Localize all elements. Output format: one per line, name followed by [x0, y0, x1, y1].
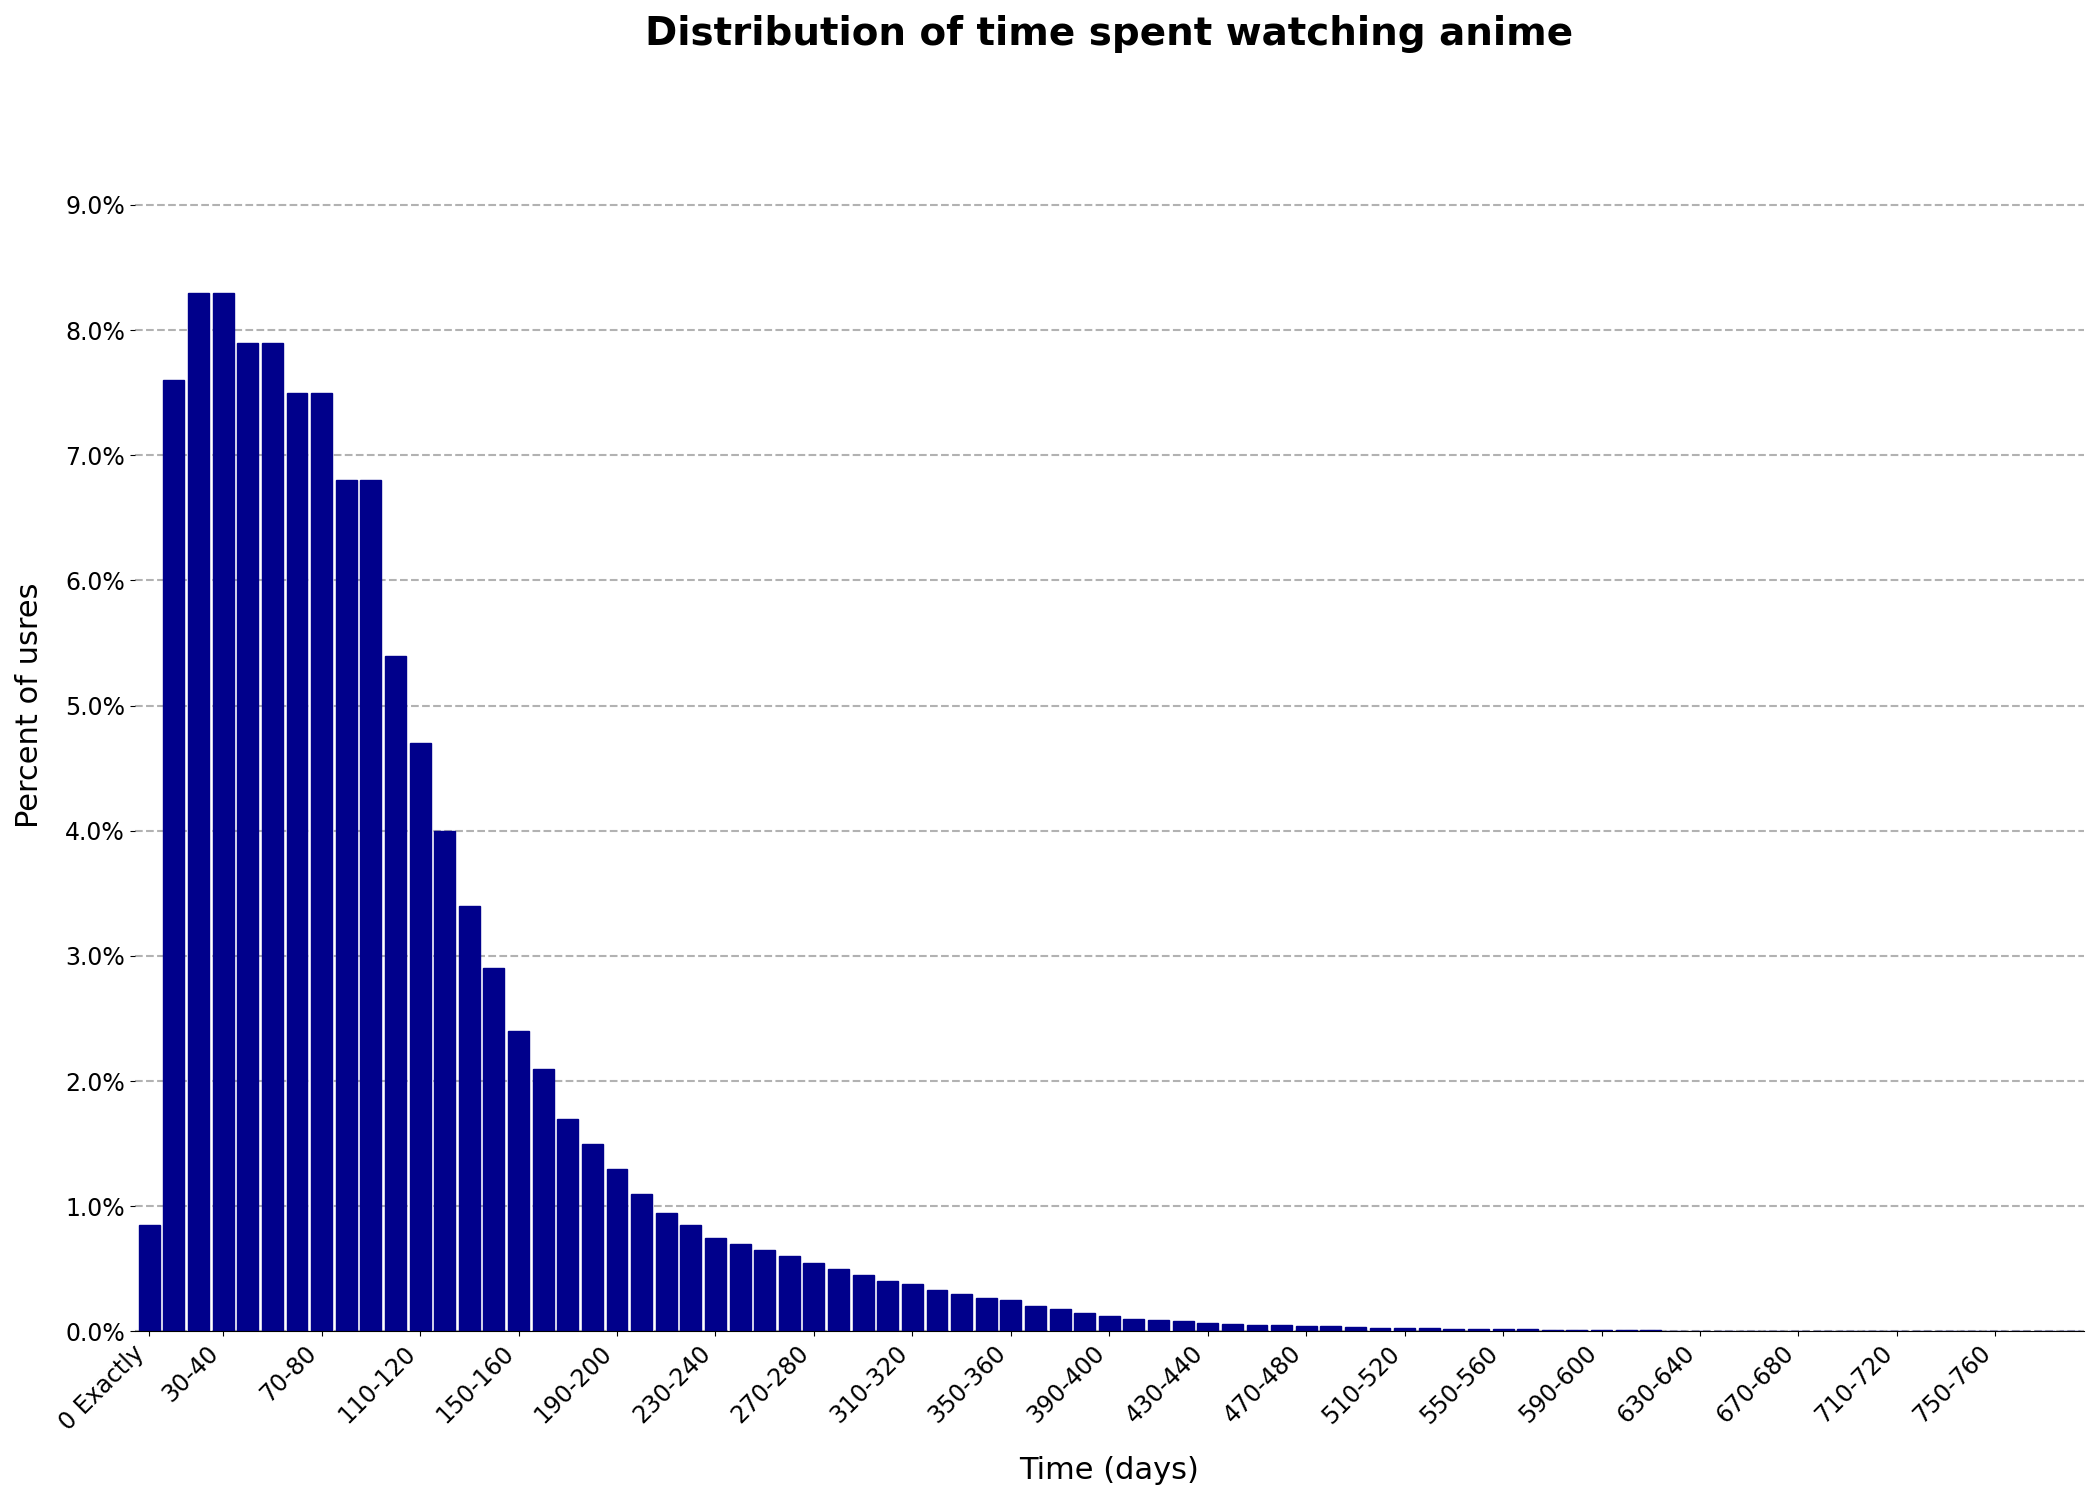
Bar	[754, 1250, 775, 1332]
Bar	[581, 1143, 602, 1332]
Bar	[1098, 1317, 1119, 1332]
Bar	[607, 1168, 628, 1332]
Bar	[409, 742, 430, 1332]
Bar	[139, 1226, 160, 1332]
Bar	[632, 1194, 653, 1332]
Bar	[1492, 1329, 1513, 1332]
Bar	[1024, 1306, 1045, 1332]
Bar	[262, 342, 283, 1332]
Bar	[1467, 1329, 1488, 1332]
Bar	[1345, 1328, 1366, 1332]
Bar	[680, 1226, 701, 1332]
Bar	[1001, 1300, 1022, 1332]
Bar	[311, 393, 332, 1332]
Bar	[779, 1257, 800, 1332]
Bar	[1518, 1329, 1539, 1332]
Bar	[1419, 1329, 1440, 1332]
Bar	[336, 480, 357, 1332]
Bar	[164, 380, 185, 1332]
Bar	[1369, 1328, 1390, 1332]
Bar	[1320, 1326, 1341, 1332]
Bar	[1173, 1322, 1194, 1332]
Bar	[558, 1119, 577, 1332]
Bar	[384, 656, 405, 1332]
Bar	[237, 342, 258, 1332]
Bar	[1295, 1326, 1316, 1332]
Bar	[1123, 1318, 1144, 1332]
Bar	[1444, 1329, 1465, 1332]
Bar	[508, 1030, 529, 1332]
Bar	[926, 1290, 947, 1332]
Bar	[434, 831, 455, 1332]
Bar	[1075, 1312, 1096, 1332]
Bar	[976, 1298, 997, 1332]
Bar	[483, 969, 504, 1332]
Bar	[1247, 1324, 1268, 1332]
Bar	[877, 1281, 898, 1332]
Bar	[1196, 1323, 1217, 1332]
Bar	[1222, 1324, 1243, 1332]
Bar	[804, 1263, 825, 1332]
Bar	[655, 1212, 676, 1332]
Bar	[730, 1244, 751, 1332]
Bar	[460, 906, 481, 1332]
X-axis label: Time (days): Time (days)	[1020, 1456, 1199, 1485]
Bar	[705, 1238, 726, 1332]
Bar	[951, 1294, 972, 1332]
Bar	[533, 1068, 554, 1332]
Bar	[1566, 1330, 1587, 1332]
Y-axis label: Percent of usres: Percent of usres	[15, 584, 44, 828]
Bar	[1394, 1328, 1415, 1332]
Bar	[212, 292, 233, 1332]
Bar	[903, 1284, 924, 1332]
Bar	[1050, 1310, 1070, 1332]
Bar	[361, 480, 382, 1332]
Bar	[852, 1275, 873, 1332]
Bar	[1543, 1329, 1564, 1332]
Bar	[1148, 1320, 1169, 1332]
Title: Distribution of time spent watching anime: Distribution of time spent watching anim…	[644, 15, 1574, 52]
Bar	[829, 1269, 848, 1332]
Bar	[1272, 1324, 1293, 1332]
Bar	[288, 393, 306, 1332]
Bar	[189, 292, 210, 1332]
